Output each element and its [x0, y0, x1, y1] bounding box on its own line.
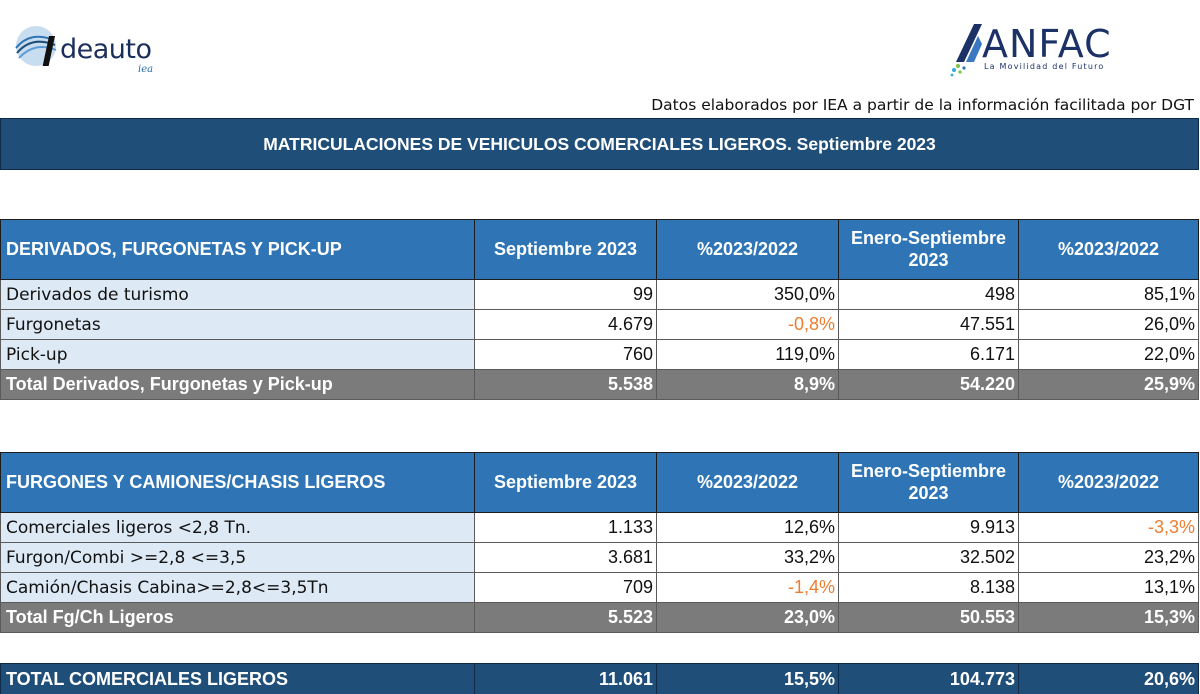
- table-cell: 33,2%: [656, 542, 839, 573]
- row-label: Total Derivados, Furgonetas y Pick-up: [0, 369, 475, 400]
- table-row: Camión/Chasis Cabina>=2,8<=3,5Tn 709 -1,…: [0, 572, 1199, 603]
- row-label: Furgon/Combi >=2,8 <=3,5: [0, 542, 475, 573]
- table-cell: 13,1%: [1018, 572, 1199, 603]
- table-cell: 104.773: [838, 663, 1019, 694]
- table-row: Pick-up 760 119,0% 6.171 22,0%: [0, 339, 1199, 370]
- table-cell: 4.679: [474, 309, 657, 340]
- column-header: %2023/2022: [1018, 219, 1199, 280]
- table-cell: 26,0%: [1018, 309, 1199, 340]
- table-row: Furgonetas 4.679 -0,8% 47.551 26,0%: [0, 309, 1199, 340]
- table-cell: 709: [474, 572, 657, 603]
- table-row: Comerciales ligeros <2,8 Tn. 1.133 12,6%…: [0, 512, 1199, 543]
- row-label: Furgonetas: [0, 309, 475, 340]
- table-header-row: FURGONES Y CAMIONES/CHASIS LIGEROS Septi…: [0, 452, 1199, 513]
- source-note: Datos elaborados por IEA a partir de la …: [651, 96, 1194, 114]
- furgones-table: FURGONES Y CAMIONES/CHASIS LIGEROS Septi…: [0, 452, 1199, 633]
- table-cell: 54.220: [838, 369, 1019, 400]
- table-row: Furgon/Combi >=2,8 <=3,5 3.681 33,2% 32.…: [0, 542, 1199, 573]
- ideauto-logo-mark-icon: [15, 26, 57, 66]
- table-total-row: Total Derivados, Furgonetas y Pick-up 5.…: [0, 369, 1199, 400]
- table-cell: 760: [474, 339, 657, 370]
- anfac-logo-text: ANFAC: [982, 22, 1112, 66]
- table-cell: 498: [838, 279, 1019, 310]
- derivados-table: DERIVADOS, FURGONETAS Y PICK-UP Septiemb…: [0, 219, 1199, 400]
- row-label: Derivados de turismo: [0, 279, 475, 310]
- table-cell: 85,1%: [1018, 279, 1199, 310]
- anfac-logo-tagline: La Movilidad del Futuro: [984, 62, 1105, 71]
- table-cell: 99: [474, 279, 657, 310]
- row-label: Pick-up: [0, 339, 475, 370]
- anfac-logo-mark-icon: [950, 24, 982, 77]
- row-label: Comerciales ligeros <2,8 Tn.: [0, 512, 475, 543]
- table-cell: 25,9%: [1018, 369, 1199, 400]
- row-label: TOTAL COMERCIALES LIGEROS: [0, 663, 475, 694]
- anfac-logo: ANFAC La Movilidad del Futuro: [948, 18, 1148, 78]
- column-header: %2023/2022: [656, 219, 839, 280]
- table-row: Derivados de turismo 99 350,0% 498 85,1%: [0, 279, 1199, 310]
- table-cell: 15,3%: [1018, 602, 1199, 633]
- column-header: %2023/2022: [656, 452, 839, 513]
- table-cell: 12,6%: [656, 512, 839, 543]
- table-cell: 20,6%: [1018, 663, 1199, 694]
- column-header: Septiembre 2023: [474, 219, 657, 280]
- table-cell: 119,0%: [656, 339, 839, 370]
- table-cell-negative: -1,4%: [656, 572, 839, 603]
- table-cell-negative: -0,8%: [656, 309, 839, 340]
- ideauto-logo-subtext: iea: [138, 64, 154, 75]
- column-header: FURGONES Y CAMIONES/CHASIS LIGEROS: [0, 452, 475, 513]
- table-total-row: Total Fg/Ch Ligeros 5.523 23,0% 50.553 1…: [0, 602, 1199, 633]
- grand-total-table: TOTAL COMERCIALES LIGEROS 11.061 15,5% 1…: [0, 663, 1199, 694]
- column-header: DERIVADOS, FURGONETAS Y PICK-UP: [0, 219, 475, 280]
- grand-total-row: TOTAL COMERCIALES LIGEROS 11.061 15,5% 1…: [0, 663, 1199, 694]
- column-header: %2023/2022: [1018, 452, 1199, 513]
- ideauto-logo-text: deauto: [60, 34, 152, 65]
- table-cell: 5.523: [474, 602, 657, 633]
- table-cell: 3.681: [474, 542, 657, 573]
- table-cell: 50.553: [838, 602, 1019, 633]
- column-header: Enero-Septiembre 2023: [838, 452, 1019, 513]
- column-header: Enero-Septiembre 2023: [838, 219, 1019, 280]
- table-cell: 23,2%: [1018, 542, 1199, 573]
- table-cell: 11.061: [474, 663, 657, 694]
- table-cell: 8,9%: [656, 369, 839, 400]
- table-cell: 32.502: [838, 542, 1019, 573]
- table-cell-negative: -3,3%: [1018, 512, 1199, 543]
- ideauto-logo: deauto iea: [14, 22, 204, 78]
- table-cell: 22,0%: [1018, 339, 1199, 370]
- row-label: Total Fg/Ch Ligeros: [0, 602, 475, 633]
- table-cell: 9.913: [838, 512, 1019, 543]
- table-cell: 6.171: [838, 339, 1019, 370]
- table-header-row: DERIVADOS, FURGONETAS Y PICK-UP Septiemb…: [0, 219, 1199, 280]
- table-cell: 1.133: [474, 512, 657, 543]
- row-label: Camión/Chasis Cabina>=2,8<=3,5Tn: [0, 572, 475, 603]
- page-title: MATRICULACIONES DE VEHICULOS COMERCIALES…: [0, 118, 1199, 170]
- column-header: Septiembre 2023: [474, 452, 657, 513]
- table-cell: 5.538: [474, 369, 657, 400]
- table-cell: 8.138: [838, 572, 1019, 603]
- table-cell: 15,5%: [656, 663, 839, 694]
- table-cell: 350,0%: [656, 279, 839, 310]
- table-cell: 23,0%: [656, 602, 839, 633]
- table-cell: 47.551: [838, 309, 1019, 340]
